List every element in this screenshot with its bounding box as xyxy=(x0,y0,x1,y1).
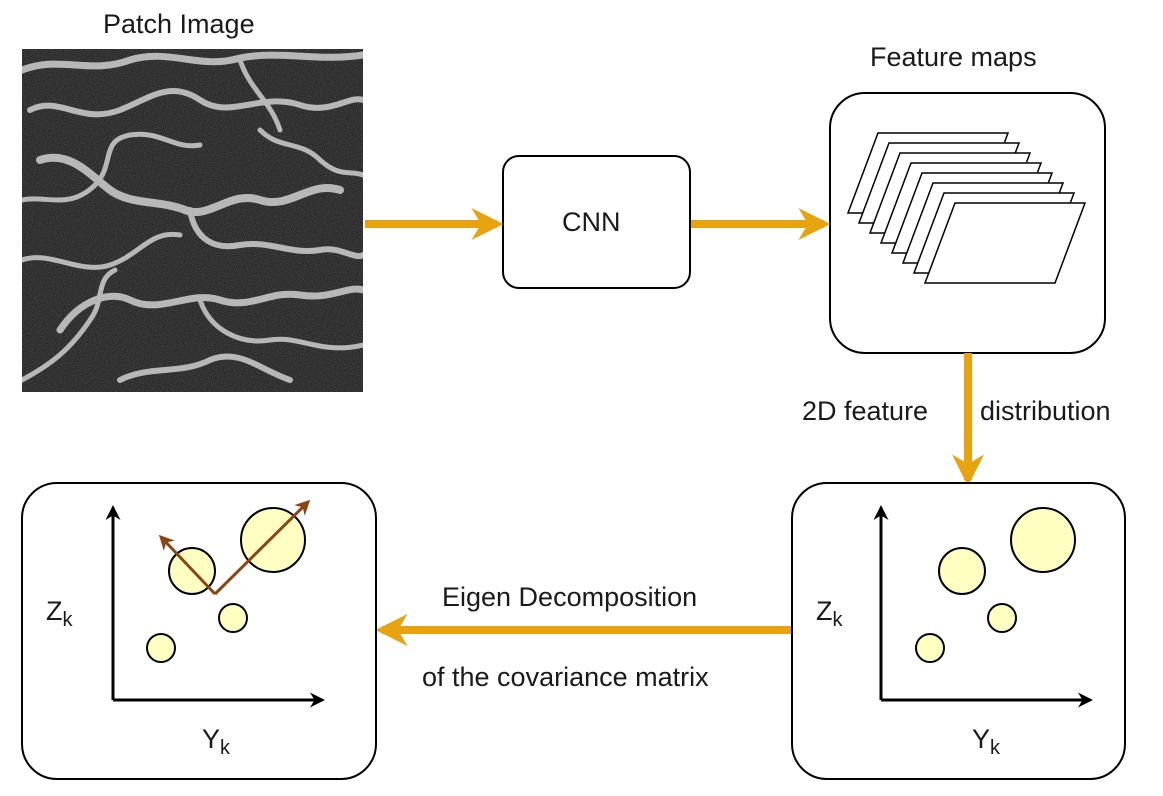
point xyxy=(1010,507,1076,573)
distribution-x-axis-label: Yk xyxy=(972,724,1001,759)
covariance-matrix-label: of the covariance matrix xyxy=(422,662,709,692)
point xyxy=(915,633,945,663)
point xyxy=(146,633,176,663)
eigenvector-1 xyxy=(213,499,311,596)
eigen-x-axis-label: Yk xyxy=(202,724,231,759)
eigen-y-axis-label: Zk xyxy=(46,596,73,631)
feature-maps-label: Feature maps xyxy=(870,42,1037,72)
point xyxy=(240,507,306,573)
feature-distribution-label-left: 2D feature xyxy=(802,396,929,426)
eigenvector-arrows xyxy=(158,499,311,596)
cnn-label: CNN xyxy=(562,207,621,237)
feature-map-stack xyxy=(846,132,1087,284)
patch-image xyxy=(22,49,363,392)
feature-distribution-label-right: distribution xyxy=(980,396,1111,426)
distribution-plot-axes xyxy=(873,505,1093,708)
patch-image-label: Patch Image xyxy=(103,9,255,39)
eigenvector-2 xyxy=(158,534,217,596)
distribution-y-axis-label: Zk xyxy=(816,596,843,631)
eigen-decomposition-label: Eigen Decomposition xyxy=(442,582,698,612)
distribution-points xyxy=(915,507,1076,663)
eigen-plot-box xyxy=(21,482,377,780)
point xyxy=(987,603,1017,633)
point xyxy=(218,603,248,633)
feature-map xyxy=(923,202,1087,284)
point xyxy=(938,547,986,595)
eigen-plot-axes xyxy=(105,505,325,708)
